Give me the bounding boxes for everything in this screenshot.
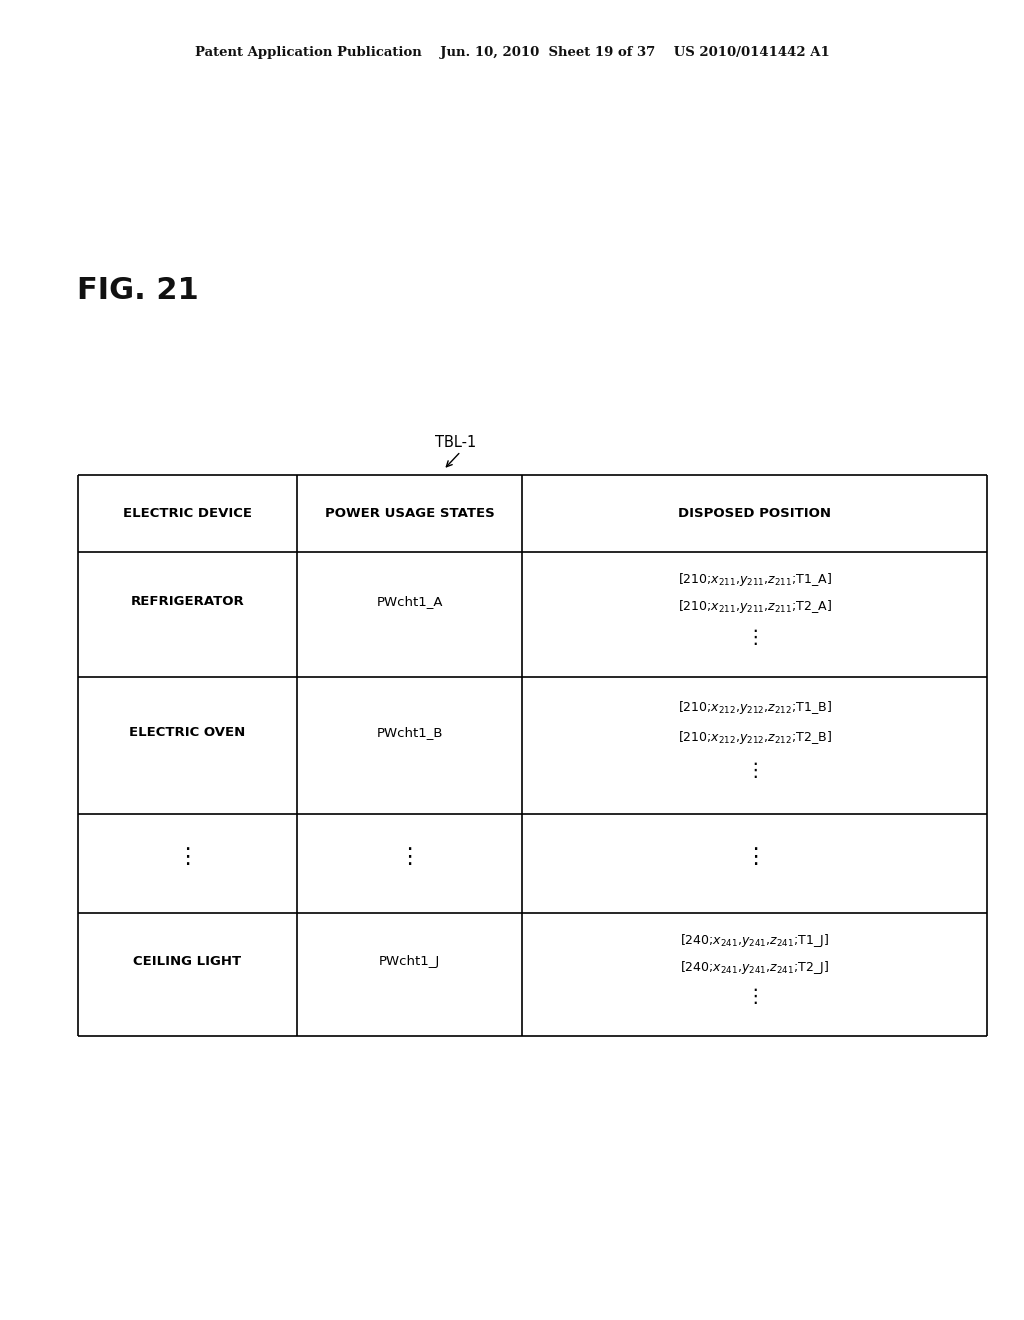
Text: [210;$x_{212}$,$y_{212}$,$z_{212}$;T1_B]: [210;$x_{212}$,$y_{212}$,$z_{212}$;T1_B] xyxy=(678,698,831,715)
Text: ⋮: ⋮ xyxy=(176,847,199,867)
Text: Patent Application Publication    Jun. 10, 2010  Sheet 19 of 37    US 2010/01414: Patent Application Publication Jun. 10, … xyxy=(195,46,829,59)
Text: [210;$x_{211}$,$y_{211}$,$z_{211}$;T2_A]: [210;$x_{211}$,$y_{211}$,$z_{211}$;T2_A] xyxy=(678,598,831,615)
Text: ⋮: ⋮ xyxy=(744,762,765,780)
Text: TBL-1: TBL-1 xyxy=(435,434,476,450)
Text: [210;$x_{211}$,$y_{211}$,$z_{211}$;T1_A]: [210;$x_{211}$,$y_{211}$,$z_{211}$;T1_A] xyxy=(678,570,831,587)
Text: ⋮: ⋮ xyxy=(743,847,766,867)
Text: ELECTRIC DEVICE: ELECTRIC DEVICE xyxy=(123,507,252,520)
Text: REFRIGERATOR: REFRIGERATOR xyxy=(130,595,245,607)
Text: ELECTRIC OVEN: ELECTRIC OVEN xyxy=(129,726,246,739)
Text: [210;$x_{212}$,$y_{212}$,$z_{212}$;T2_B]: [210;$x_{212}$,$y_{212}$,$z_{212}$;T2_B] xyxy=(678,729,831,746)
Text: [240;$x_{241}$,$y_{241}$,$z_{241}$;T2_J]: [240;$x_{241}$,$y_{241}$,$z_{241}$;T2_J] xyxy=(680,958,829,975)
Text: DISPOSED POSITION: DISPOSED POSITION xyxy=(678,507,831,520)
Text: ⋮: ⋮ xyxy=(398,847,421,867)
Text: ⋮: ⋮ xyxy=(744,627,765,647)
Text: POWER USAGE STATES: POWER USAGE STATES xyxy=(325,507,495,520)
Text: PWcht1_A: PWcht1_A xyxy=(377,595,442,607)
Text: FIG. 21: FIG. 21 xyxy=(77,276,199,305)
Text: [240;$x_{241}$,$y_{241}$,$z_{241}$;T1_J]: [240;$x_{241}$,$y_{241}$,$z_{241}$;T1_J] xyxy=(680,932,829,949)
Text: ⋮: ⋮ xyxy=(744,987,765,1006)
Text: PWcht1_J: PWcht1_J xyxy=(379,956,440,968)
Text: PWcht1_B: PWcht1_B xyxy=(377,726,442,739)
Text: CEILING LIGHT: CEILING LIGHT xyxy=(133,956,242,968)
